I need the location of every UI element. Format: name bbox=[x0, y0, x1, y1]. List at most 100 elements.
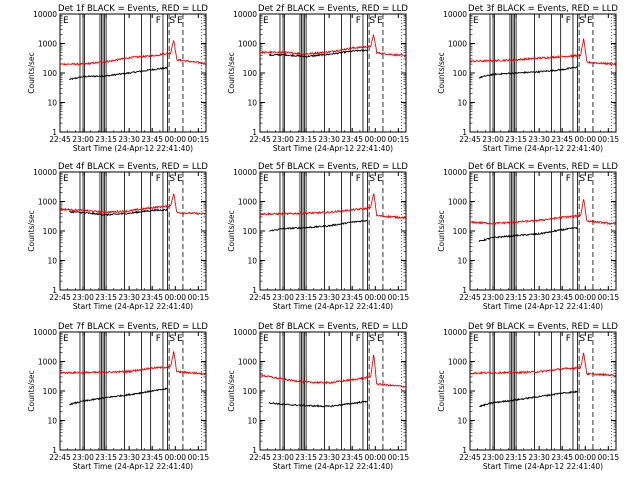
y-tick-label: 10 bbox=[457, 417, 467, 426]
y-tick-label: 1 bbox=[252, 128, 257, 137]
x-tick-label: 23:00 bbox=[72, 453, 94, 462]
chart-panel-5: Det 5f BLACK = Events, RED = LLD 1 10 100 10… bbox=[227, 162, 409, 311]
panel-title: Det 2f BLACK = Events, RED = LLD bbox=[258, 4, 408, 14]
marker-letter: E bbox=[377, 16, 383, 26]
chart-panel-8: Det 8f BLACK = Events, RED = LLD 1 10 100 10… bbox=[227, 322, 409, 471]
x-tick-label: 22:45 bbox=[459, 135, 481, 144]
chart-panel-9: Det 9f BLACK = Events, RED = LLD 1 10 100 10… bbox=[437, 322, 619, 471]
y-tick-label: 10000 bbox=[33, 328, 57, 337]
y-tick-label: 100 bbox=[453, 387, 468, 396]
y-tick-label: 1 bbox=[52, 128, 57, 137]
marker-letter: E bbox=[263, 174, 269, 184]
y-tick-label: 1 bbox=[462, 128, 467, 137]
x-tick-label: 22:45 bbox=[459, 453, 481, 462]
y-axis-label: Counts/sec bbox=[227, 52, 236, 93]
y-axis-label: Counts/sec bbox=[27, 370, 36, 411]
marker-letter: F bbox=[566, 334, 571, 344]
panel-title: Det 6f BLACK = Events, RED = LLD bbox=[468, 162, 618, 172]
marker-letter: E bbox=[473, 334, 479, 344]
x-tick-label: 23:15 bbox=[505, 135, 527, 144]
marker-letter: F bbox=[356, 174, 361, 184]
x-axis-label: Start Time (24-Apr-12 22:41:40) bbox=[483, 144, 603, 153]
y-tick-label: 10 bbox=[457, 99, 467, 108]
marker-letter: F bbox=[566, 16, 571, 26]
y-axis-label: Counts/sec bbox=[437, 370, 446, 411]
x-tick-label: 23:45 bbox=[341, 453, 363, 462]
x-tick-label: 00:00 bbox=[164, 135, 186, 144]
y-tick-label: 1000 bbox=[38, 198, 57, 207]
x-tick-label: 23:30 bbox=[318, 135, 340, 144]
chart-panel-3: Det 3f BLACK = Events, RED = LLD 1 10 100 10… bbox=[437, 4, 619, 153]
panel-title: Det 1f BLACK = Events, RED = LLD bbox=[58, 4, 208, 14]
panel-title: Det 9f BLACK = Events, RED = LLD bbox=[468, 322, 618, 332]
chart-panel-2: Det 2f BLACK = Events, RED = LLD 1 10 100 10… bbox=[227, 4, 409, 153]
y-tick-label: 10000 bbox=[233, 10, 257, 19]
y-tick-label: 1 bbox=[252, 446, 257, 455]
plot-frame bbox=[59, 13, 207, 133]
marker-letter: E bbox=[377, 174, 383, 184]
lld-series-line bbox=[469, 352, 617, 377]
x-tick-label: 23:30 bbox=[528, 293, 550, 302]
events-series-line bbox=[268, 49, 368, 58]
marker-letter: S bbox=[579, 16, 585, 26]
y-tick-label: 100 bbox=[243, 227, 258, 236]
x-tick-label: 00:00 bbox=[164, 453, 186, 462]
x-tick-label: 00:15 bbox=[388, 135, 410, 144]
events-series-line bbox=[268, 400, 368, 408]
x-tick-label: 23:30 bbox=[528, 135, 550, 144]
x-tick-label: 00:15 bbox=[388, 293, 410, 302]
y-axis-label: Counts/sec bbox=[27, 52, 36, 93]
events-series-line bbox=[478, 66, 578, 79]
y-tick-label: 10 bbox=[47, 257, 57, 266]
x-tick-label: 00:15 bbox=[598, 453, 620, 462]
x-tick-label: 00:00 bbox=[364, 453, 386, 462]
x-tick-label: 23:15 bbox=[95, 135, 117, 144]
marker-letter: E bbox=[263, 334, 269, 344]
panel-title: Det 3f BLACK = Events, RED = LLD bbox=[468, 4, 618, 14]
y-tick-label: 10000 bbox=[443, 10, 467, 19]
events-series-line bbox=[268, 219, 368, 232]
marker-letter: E bbox=[473, 174, 479, 184]
x-tick-label: 23:30 bbox=[118, 453, 140, 462]
x-tick-label: 23:00 bbox=[272, 453, 294, 462]
plot-frame bbox=[259, 331, 407, 451]
y-tick-label: 10000 bbox=[443, 168, 467, 177]
x-tick-label: 00:15 bbox=[388, 453, 410, 462]
y-tick-label: 1000 bbox=[448, 198, 467, 207]
x-axis-label: Start Time (24-Apr-12 22:41:40) bbox=[73, 302, 193, 311]
marker-letter: F bbox=[356, 334, 361, 344]
x-axis-label: Start Time (24-Apr-12 22:41:40) bbox=[483, 302, 603, 311]
x-tick-label: 00:00 bbox=[574, 135, 596, 144]
lld-series-line bbox=[469, 38, 617, 66]
x-tick-label: 23:45 bbox=[551, 293, 573, 302]
x-tick-label: 22:45 bbox=[49, 293, 71, 302]
panel-title: Det 5f BLACK = Events, RED = LLD bbox=[258, 162, 408, 172]
marker-letter: F bbox=[156, 16, 161, 26]
x-tick-label: 23:00 bbox=[272, 135, 294, 144]
lld-series-line bbox=[259, 33, 407, 58]
marker-letter: S bbox=[369, 174, 375, 184]
chart-panel-6: Det 6f BLACK = Events, RED = LLD 1 10 100 10… bbox=[437, 162, 619, 311]
x-axis-label: Start Time (24-Apr-12 22:41:40) bbox=[273, 144, 393, 153]
lld-series-line bbox=[59, 39, 207, 66]
marker-letter: E bbox=[587, 334, 593, 344]
x-tick-label: 22:45 bbox=[249, 135, 271, 144]
x-tick-label: 00:15 bbox=[188, 135, 210, 144]
y-tick-label: 10 bbox=[47, 417, 57, 426]
marker-letter: S bbox=[369, 16, 375, 26]
x-tick-label: 23:00 bbox=[272, 293, 294, 302]
marker-letter: S bbox=[579, 174, 585, 184]
plot-frame bbox=[469, 171, 617, 291]
y-tick-label: 10 bbox=[47, 99, 57, 108]
y-tick-label: 100 bbox=[243, 387, 258, 396]
y-tick-label: 100 bbox=[43, 227, 58, 236]
y-tick-label: 10000 bbox=[33, 10, 57, 19]
x-tick-label: 23:45 bbox=[341, 293, 363, 302]
marker-letter: S bbox=[579, 334, 585, 344]
marker-letter: S bbox=[169, 174, 175, 184]
marker-letter: E bbox=[63, 16, 69, 26]
events-series-line bbox=[479, 390, 578, 408]
x-tick-label: 22:45 bbox=[49, 135, 71, 144]
x-tick-label: 00:00 bbox=[364, 293, 386, 302]
x-tick-label: 23:15 bbox=[95, 293, 117, 302]
